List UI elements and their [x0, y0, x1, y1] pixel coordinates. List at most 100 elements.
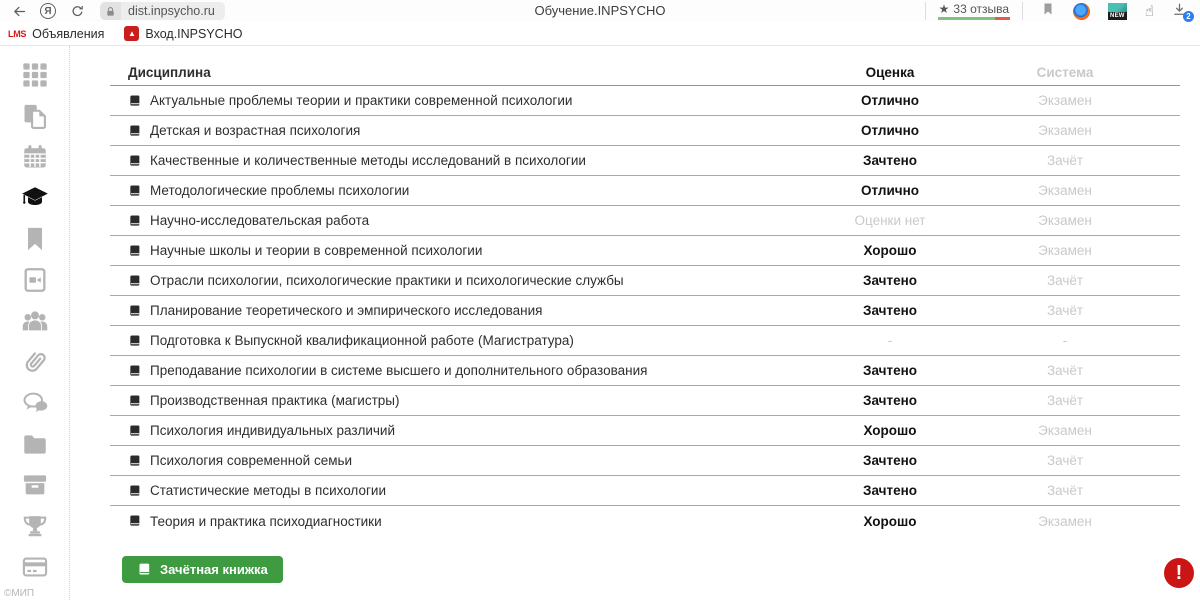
sidebar-item-video-file-icon[interactable]: [20, 265, 50, 295]
system-cell: Зачёт: [1046, 153, 1084, 168]
bookmark-icon: [27, 227, 42, 251]
sidebar-item-trophy-icon[interactable]: [20, 511, 50, 541]
discipline-cell[interactable]: Психология индивидуальных различий: [110, 423, 830, 438]
grade-cell: Хорошо: [863, 423, 917, 438]
address-bar[interactable]: dist.inpsycho.ru: [100, 2, 225, 20]
discipline-cell[interactable]: Планирование теоретического и эмпирическ…: [110, 303, 830, 318]
discipline-label: Подготовка к Выпускной квалификационной …: [150, 333, 574, 348]
table-row[interactable]: Психология современной семьи Зачтено Зач…: [110, 446, 1180, 476]
table-row[interactable]: Теория и практика психодиагностики Хорош…: [110, 506, 1180, 536]
extension-circle-icon[interactable]: [1072, 2, 1090, 20]
system-cell: Экзамен: [1038, 513, 1092, 529]
discipline-cell[interactable]: Методологические проблемы психологии: [110, 183, 830, 198]
sidebar-item-paperclip-icon[interactable]: [20, 347, 50, 377]
system-cell: Зачёт: [1046, 363, 1084, 378]
discipline-label: Качественные и количественные методы исс…: [150, 153, 586, 168]
extension-new-icon[interactable]: NEW: [1107, 2, 1127, 20]
discipline-label: Научные школы и теории в современной пси…: [150, 243, 483, 258]
paperclip-icon: [25, 352, 46, 372]
column-header-discipline: Дисциплина: [128, 65, 211, 80]
star-icon: ★: [938, 2, 950, 16]
grade-cell: Хорошо: [863, 243, 917, 258]
table-row[interactable]: Подготовка к Выпускной квалификационной …: [110, 326, 1180, 356]
site-reviews[interactable]: ★ 33 отзыва: [924, 2, 1023, 20]
downloads-icon[interactable]: 2: [1172, 2, 1194, 22]
book-icon: [130, 484, 140, 496]
discipline-label: Теория и практика психодиагностики: [150, 513, 382, 529]
browser-tab-title: Обучение.INPSYCHO: [534, 3, 666, 18]
refresh-icon[interactable]: [66, 2, 88, 20]
book-icon: [130, 424, 140, 436]
table-row[interactable]: Преподавание психологии в системе высшег…: [110, 356, 1180, 386]
table-row[interactable]: Методологические проблемы психологии Отл…: [110, 176, 1180, 206]
discipline-cell[interactable]: Подготовка к Выпускной квалификационной …: [110, 333, 830, 348]
browser-logo-icon[interactable]: Я: [40, 3, 56, 19]
column-header-grade: Оценка: [865, 65, 915, 80]
discipline-label: Отрасли психологии, психологические прак…: [150, 273, 624, 288]
book-icon: [139, 563, 150, 575]
hand-pointer-icon[interactable]: ☝: [1144, 1, 1154, 20]
table-row[interactable]: Производственная практика (магистры) Зач…: [110, 386, 1180, 416]
discipline-cell[interactable]: Отрасли психологии, психологические прак…: [110, 273, 830, 288]
sidebar-item-grid-icon[interactable]: [20, 60, 50, 90]
sidebar-item-folder-icon[interactable]: [20, 429, 50, 459]
discipline-cell[interactable]: Теория и практика психодиагностики: [110, 514, 830, 529]
table-row[interactable]: Научные школы и теории в современной пси…: [110, 236, 1180, 266]
discipline-cell[interactable]: Детская и возрастная психология: [110, 123, 830, 138]
table-row[interactable]: Актуальные проблемы теории и практики со…: [110, 86, 1180, 116]
trophy-icon: [23, 516, 46, 537]
sidebar-item-calendar-icon[interactable]: [20, 142, 50, 172]
discipline-cell[interactable]: Научные школы и теории в современной пси…: [110, 243, 830, 258]
sidebar-item-bookmark-icon[interactable]: [20, 224, 50, 254]
table-row[interactable]: Статистические методы в психологии Зачте…: [110, 476, 1180, 506]
grade-cell: Оценки нет: [854, 213, 926, 228]
discipline-cell[interactable]: Производственная практика (магистры): [110, 393, 830, 408]
discipline-cell[interactable]: Актуальные проблемы теории и практики со…: [110, 93, 830, 108]
download-count-badge: 2: [1183, 11, 1194, 22]
table-row[interactable]: Отрасли психологии, психологические прак…: [110, 266, 1180, 296]
reviews-label: 33 отзыва: [953, 2, 1010, 16]
gradebook-button-label: Зачётная книжка: [160, 562, 268, 577]
discipline-cell[interactable]: Психология современной семьи: [110, 453, 830, 468]
book-icon: [130, 394, 140, 406]
bookmark-login-inpsycho[interactable]: ▲ Вход.INPSYCHO: [124, 26, 242, 41]
table-row[interactable]: Качественные и количественные методы исс…: [110, 146, 1180, 176]
discipline-cell[interactable]: Статистические методы в психологии: [110, 483, 830, 498]
bookmark-flag-icon[interactable]: [1041, 1, 1055, 22]
sidebar-item-graduation-cap-icon[interactable]: [20, 183, 50, 213]
grid-icon: [22, 63, 47, 87]
discipline-cell[interactable]: Научно-исследовательская работа: [110, 213, 830, 228]
discipline-label: Психология современной семьи: [150, 453, 353, 468]
system-cell: Экзамен: [1038, 243, 1092, 258]
book-icon: [130, 274, 140, 286]
sidebar-item-archive-icon[interactable]: [20, 470, 50, 500]
discipline-cell[interactable]: Преподавание психологии в системе высшег…: [110, 363, 830, 378]
sidebar-item-credit-card-icon[interactable]: [20, 552, 50, 582]
back-icon[interactable]: [8, 2, 30, 20]
sidebar-footer-copyright: ©МИП: [4, 588, 35, 599]
table-row[interactable]: Детская и возрастная психология Отлично …: [110, 116, 1180, 146]
rating-bar: [937, 17, 1010, 20]
table-row[interactable]: Научно-исследовательская работа Оценки н…: [110, 206, 1180, 236]
system-cell: Экзамен: [1038, 123, 1092, 138]
table-row[interactable]: Планирование теоретического и эмпирическ…: [110, 296, 1180, 326]
grade-cell: Зачтено: [863, 483, 917, 498]
column-header-system: Система: [1036, 65, 1094, 80]
documents-icon: [24, 104, 46, 129]
discipline-label: Детская и возрастная психология: [150, 123, 361, 138]
discipline-cell[interactable]: Качественные и количественные методы исс…: [110, 153, 830, 168]
users-icon: [22, 311, 47, 331]
table-row[interactable]: Психология индивидуальных различий Хорош…: [110, 416, 1180, 446]
bookmark-label: Объявления: [32, 26, 105, 41]
discipline-label: Актуальные проблемы теории и практики со…: [150, 93, 573, 108]
grade-cell: Зачтено: [863, 273, 917, 288]
sidebar-item-documents-icon[interactable]: [20, 101, 50, 131]
alert-notification-icon[interactable]: !: [1164, 558, 1194, 588]
gradebook-button[interactable]: Зачётная книжка: [122, 556, 283, 583]
grade-cell: Отлично: [860, 93, 920, 108]
system-cell: Зачёт: [1046, 453, 1084, 468]
bookmark-announcements[interactable]: LMS Объявления: [8, 27, 104, 41]
sidebar-item-chat-icon[interactable]: [20, 388, 50, 418]
sidebar-item-users-icon[interactable]: [20, 306, 50, 336]
discipline-label: Методологические проблемы психологии: [150, 183, 410, 198]
